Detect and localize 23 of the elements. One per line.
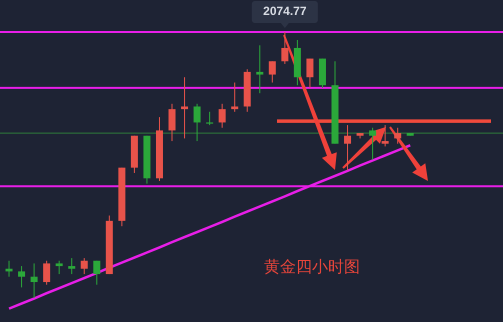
candlestick bbox=[30, 262, 38, 298]
candlestick bbox=[231, 82, 238, 112]
candlestick bbox=[194, 103, 201, 142]
candlestick bbox=[369, 127, 376, 160]
candlestick bbox=[382, 124, 389, 147]
candlestick bbox=[281, 32, 288, 64]
candlestick bbox=[18, 266, 26, 288]
candlestick bbox=[268, 60, 276, 84]
candlestick bbox=[256, 44, 264, 94]
candlestick bbox=[80, 258, 88, 275]
candlestick bbox=[68, 258, 76, 275]
candlestick bbox=[43, 260, 50, 286]
annotation: 2074.77 bbox=[263, 4, 307, 18]
candlestick bbox=[6, 260, 13, 278]
candlestick bbox=[56, 260, 63, 275]
candlestick bbox=[218, 103, 226, 128]
candlestick bbox=[168, 103, 176, 142]
candlestick bbox=[93, 260, 100, 286]
candlestick bbox=[306, 58, 314, 88]
candlestick bbox=[344, 124, 352, 171]
candlestick bbox=[394, 127, 402, 144]
candlestick bbox=[181, 76, 188, 139]
annotation: 黄金四小时图 bbox=[264, 257, 360, 276]
